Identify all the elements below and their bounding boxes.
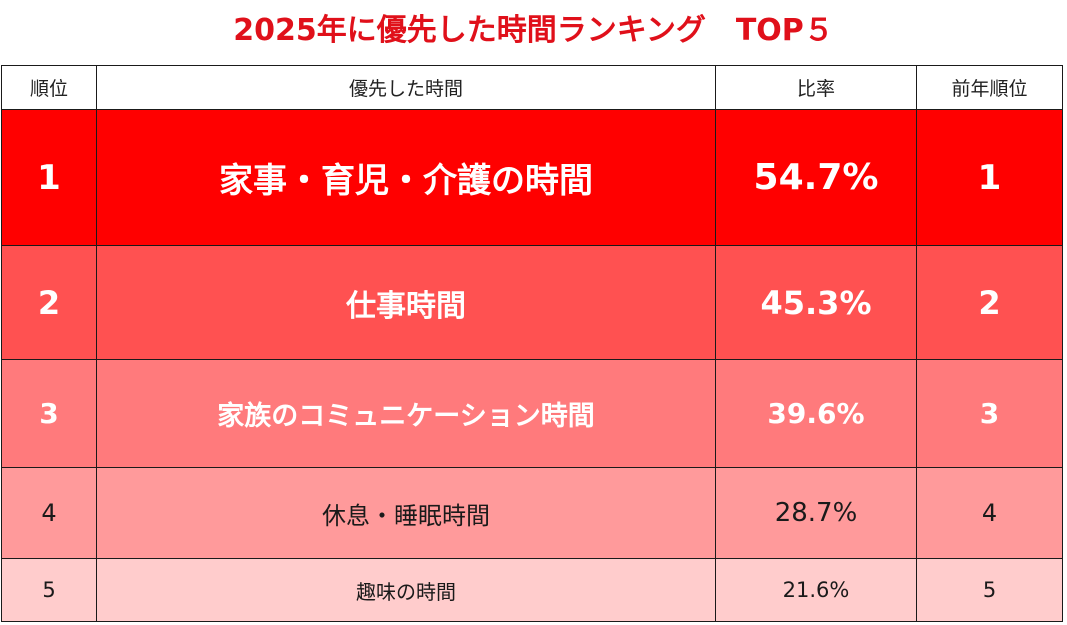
page-title: 2025年に優先した時間ランキング TOP５ [233, 13, 834, 48]
table-row: 5 趣味の時間 21.6% 5 [1, 558, 1063, 622]
ratio-cell: 21.6% [715, 558, 917, 622]
ratio-cell: 45.3% [715, 245, 917, 360]
rank-cell: 1 [1, 109, 97, 246]
header-ratio: 比率 [715, 65, 917, 110]
table-header-row: 順位 優先した時間 比率 前年順位 [1, 65, 1063, 110]
header-item: 優先した時間 [96, 65, 716, 110]
table-row: 3 家族のコミュニケーション時間 39.6% 3 [1, 359, 1063, 468]
header-rank: 順位 [1, 65, 97, 110]
ranking-table: 順位 優先した時間 比率 前年順位 1 家事・育児・介護の時間 54.7% 1 … [1, 65, 1063, 622]
rank-cell: 4 [1, 467, 97, 559]
item-cell: 休息・睡眠時間 [96, 467, 716, 559]
prev-rank-cell: 1 [916, 109, 1063, 246]
item-cell: 家事・育児・介護の時間 [96, 109, 716, 246]
ratio-cell: 39.6% [715, 359, 917, 468]
prev-rank-cell: 5 [916, 558, 1063, 622]
header-prev-rank: 前年順位 [916, 65, 1063, 110]
item-cell: 趣味の時間 [96, 558, 716, 622]
table-row: 4 休息・睡眠時間 28.7% 4 [1, 467, 1063, 559]
rank-cell: 5 [1, 558, 97, 622]
item-cell: 仕事時間 [96, 245, 716, 360]
prev-rank-cell: 3 [916, 359, 1063, 468]
table-row: 1 家事・育児・介護の時間 54.7% 1 [1, 109, 1063, 246]
ratio-cell: 28.7% [715, 467, 917, 559]
item-cell: 家族のコミュニケーション時間 [96, 359, 716, 468]
ratio-cell: 54.7% [715, 109, 917, 246]
table-row: 2 仕事時間 45.3% 2 [1, 245, 1063, 360]
rank-cell: 3 [1, 359, 97, 468]
rank-cell: 2 [1, 245, 97, 360]
prev-rank-cell: 4 [916, 467, 1063, 559]
prev-rank-cell: 2 [916, 245, 1063, 360]
